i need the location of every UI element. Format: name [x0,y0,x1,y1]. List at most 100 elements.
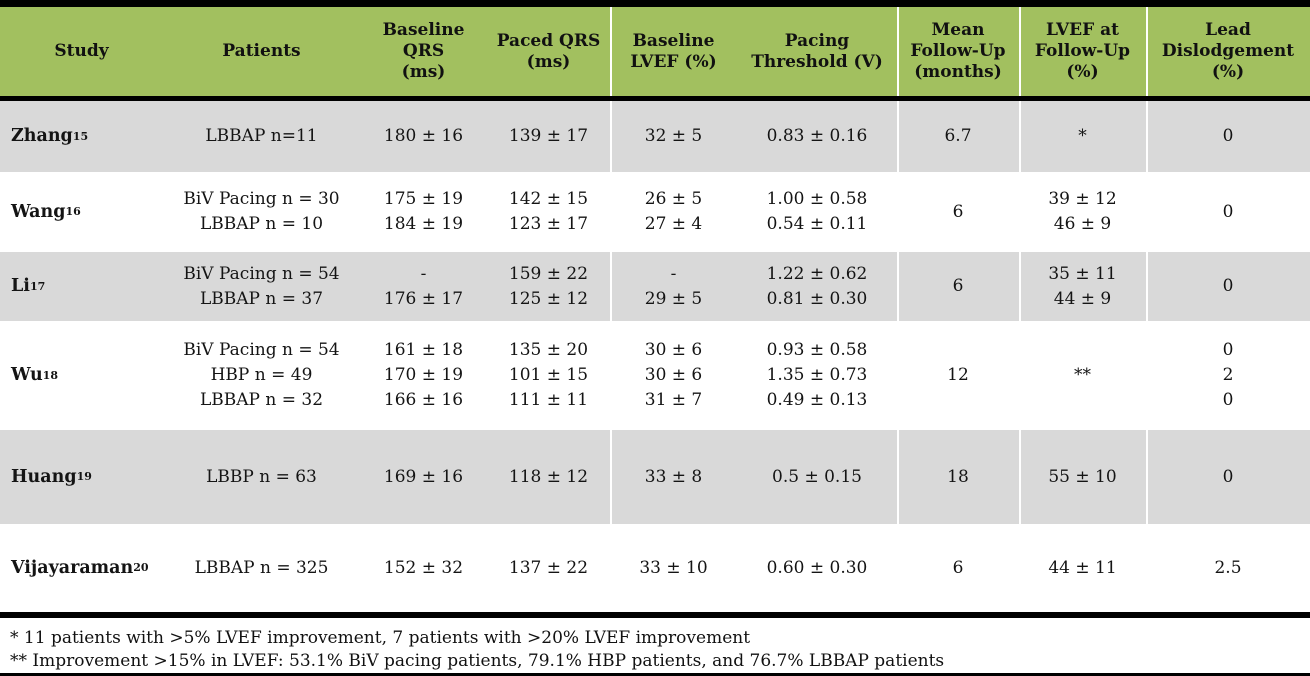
cell-line: LBBP n = 63 [206,466,317,487]
table-row-huang: Huang 19 LBBP n = 63 169 ± 16 118 ± 12 33 ± 8… [0,430,1310,524]
cell-line: 0.5 ± 0.15 [772,466,862,487]
study-name-text: Zhang [11,126,73,146]
cell-line: 176 ± 17 [383,288,464,309]
cell-line: 18 [947,466,969,487]
cell-pacing_threshold: 0.60 ± 0.30 [737,524,897,612]
cell-lvef_follow_up: 44 ± 11 [1019,524,1146,612]
cell-line: 6.7 [944,126,972,146]
cell-line: 137 ± 22 [508,557,589,578]
study-name-text: Wang [11,201,66,222]
cell-line: 118 ± 12 [508,466,589,487]
top-rule [0,0,1310,7]
cell-baseline_qrs: 169 ± 16 [360,430,487,524]
column-header-paced_qrs: Paced QRS (ms) [487,7,610,96]
cell-lead_dislodgement: 0 [1146,172,1310,252]
table-row-cells: Wu 18 BiV Pacing n = 54 HBP n = 49 LBBAP n =… [0,321,1310,430]
cell-line: 0.83 ± 0.16 [766,126,868,146]
cell-baseline_qrs: 152 ± 32 [360,524,487,612]
cell-line: 2 [1222,365,1234,385]
footnote-single-asterisk: * 11 patients with >5% LVEF improvement,… [10,628,751,648]
column-header-line: Paced QRS [496,30,601,51]
cell-baseline_qrs: - 176 ± 17 [360,252,487,321]
cell-patients: LBBAP n=11 [163,101,360,172]
cell-line: 161 ± 18 [383,340,464,360]
cell-line: 101 ± 15 [508,365,589,385]
cell-line: - [670,263,677,284]
cell-line: HBP n = 49 [210,365,313,385]
cell-line: 31 ± 7 [644,390,703,410]
cell-line: 2.5 [1214,557,1242,578]
column-header-patients: Patients [163,7,360,96]
cell-line: 180 ± 16 [383,126,464,146]
column-header-line: (%) [1211,62,1245,82]
cell-paced_qrs: 118 ± 12 [487,430,610,524]
cell-baseline_lvef: 26 ± 5 27 ± 4 [610,172,737,252]
cell-line: 0.93 ± 0.58 [766,340,868,360]
cell-patients: BiV Pacing n = 54 LBBAP n = 37 [163,252,360,321]
column-header-line: (%) [1066,62,1099,82]
footnotes: * 11 patients with >5% LVEF improvement,… [0,618,1310,673]
cell-patients: LBBP n = 63 [163,430,360,524]
cell-lvef_follow_up: 55 ± 10 [1019,430,1146,524]
cell-baseline_lvef: 33 ± 10 [610,524,737,612]
cell-lead_dislodgement: 0 [1146,252,1310,321]
column-header-baseline_lvef: Baseline LVEF (%) [610,7,737,96]
cell-line: 0 [1222,276,1234,296]
column-header-baseline_qrs: Baseline QRS (ms) [360,7,487,96]
cell-line: 29 ± 5 [644,288,703,309]
cell-line: 1.35 ± 0.73 [766,365,868,385]
cell-line: * [1078,126,1087,146]
cell-patients: BiV Pacing n = 54 HBP n = 49 LBBAP n = 32 [163,321,360,430]
cell-lvef_follow_up: 35 ± 11 44 ± 9 [1019,252,1146,321]
cell-line: 30 ± 6 [644,340,703,360]
cell-line: 0.54 ± 0.11 [766,214,868,234]
table-row-cells: Wang 16 BiV Pacing n = 30 LBBAP n = 10 175 ±… [0,172,1310,252]
cell-line: 12 [947,365,969,385]
column-header-line: (months) [914,62,1002,82]
cell-baseline_lvef: 33 ± 8 [610,430,737,524]
cell-baseline_qrs: 161 ± 18 170 ± 19 166 ± 16 [360,321,487,430]
study-name-text: Huang [11,466,77,487]
column-header-line: Patients [222,41,301,61]
cell-pacing_threshold: 1.22 ± 0.62 0.81 ± 0.30 [737,252,897,321]
cell-paced_qrs: 137 ± 22 [487,524,610,612]
cell-line: 6 [952,557,964,578]
cell-line: 55 ± 10 [1048,466,1117,487]
column-header-line: (ms) [526,51,571,72]
cell-mean_follow_up: 6 [897,172,1019,252]
study-name-text: Vijayaraman [11,557,134,578]
cell-lvef_follow_up: ** [1019,321,1146,430]
cell-mean_follow_up: 6 [897,524,1019,612]
cell-pacing_threshold: 0.5 ± 0.15 [737,430,897,524]
cell-line: LBBAP n = 325 [194,557,329,578]
study-name-text: Wu [11,365,43,385]
column-header-lvef_follow_up: LVEF at Follow-Up (%) [1019,7,1146,96]
cell-line: 166 ± 16 [383,390,464,410]
cell-line: 30 ± 6 [644,365,703,385]
column-header-line: Follow-Up [910,41,1006,61]
table-row-wu: Wu 18 BiV Pacing n = 54 HBP n = 49 LBBAP n =… [0,321,1310,430]
cell-line: 0 [1222,390,1234,410]
cell-line: 1.00 ± 0.58 [766,189,868,209]
cell-line: 6 [952,201,964,222]
cell-pacing_threshold: 0.93 ± 0.58 1.35 ± 0.73 0.49 ± 0.13 [737,321,897,430]
cell-pacing_threshold: 1.00 ± 0.58 0.54 ± 0.11 [737,172,897,252]
cell-paced_qrs: 135 ± 20 101 ± 15 111 ± 11 [487,321,610,430]
cell-mean_follow_up: 12 [897,321,1019,430]
cell-baseline_lvef: - 29 ± 5 [610,252,737,321]
cell-baseline_qrs: 180 ± 16 [360,101,487,172]
column-header-line: Follow-Up [1034,41,1131,61]
cell-line: BiV Pacing n = 54 [183,340,340,360]
column-header-line: Baseline [632,30,715,51]
cell-lead_dislodgement: 0 2 0 [1146,321,1310,430]
table-row-vijayaraman: Vijayaraman 20 LBBAP n = 325 152 ± 32 137 ± … [0,524,1310,612]
cell-patients: LBBAP n = 325 [163,524,360,612]
cell-lead_dislodgement: 2.5 [1146,524,1310,612]
column-header-line: LVEF at [1046,20,1119,40]
table-row-cells: Li 17 BiV Pacing n = 54 LBBAP n = 37 - 176 ± … [0,252,1310,321]
cell-lvef_follow_up: * [1019,101,1146,172]
cell-line: 152 ± 32 [383,557,464,578]
cell-line: 0 [1222,340,1234,360]
cell-mean_follow_up: 18 [897,430,1019,524]
cell-line: BiV Pacing n = 30 [183,189,340,209]
